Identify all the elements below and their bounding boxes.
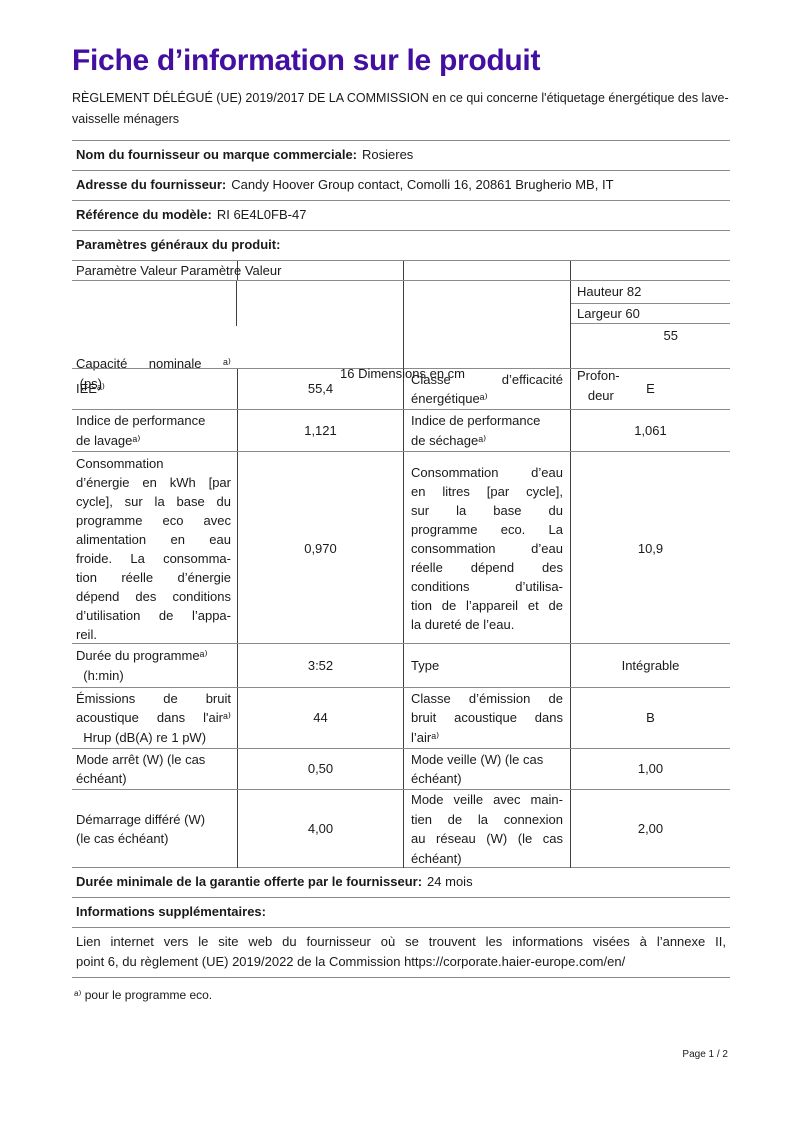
page-number: Page 1 / 2 [682,1049,728,1060]
dimension-height: Hauteur 82 [571,281,730,304]
param-label-cell: Consommation d’énergie en kWh [par cycle],… [76,456,231,642]
general-parameters-label: Paramètres généraux du produit: [76,237,281,252]
supplier-address-row: Adresse du fournisseur: Candy Hoover Grou… [72,170,730,200]
dimension-depth-value: 55 [663,328,678,343]
param-value-cell: B [570,688,730,748]
row-delayed-start: Démarrage différé (W) (le cas échéant) 4,… [72,789,730,868]
param-label-cell: Démarrage différé (W) (le cas échéant) [76,811,206,847]
warranty-value: 24 mois [427,874,473,889]
warranty-row: Durée minimale de la garantie offerte pa… [72,867,730,897]
dimensions-cell: Hauteur 82 Largeur 60 Profon- deur 55 [570,281,730,466]
row-programme-duration: Durée du programmeᵃ⁾ (h:min) 3:52 Type I… [72,643,730,687]
model-reference-row: Référence du modèle: RI 6E4L0FB-47 [72,200,730,230]
header-cell [570,261,730,280]
capacity-dimensions-row: Capacité nominale ᵃ⁾ (ps) 16 Dimensions … [72,280,730,466]
param-value-cell: 55,4 [237,369,403,409]
row-iee: IEEᵃ⁾ 55,4 Classe d’efficacité énergétiqu… [72,368,730,409]
param-value-cell: E [570,369,730,409]
param-label-cell: Mode arrêt (W) (le cas échéant) [76,751,206,787]
param-value-cell: 0,970 [237,452,403,644]
row-off-mode: Mode arrêt (W) (le cas échéant) 0,50 Mode… [72,748,730,789]
param-value-cell: 1,00 [570,749,730,789]
parameters-table: Paramètre Valeur Paramètre Valeur Capaci… [72,260,730,868]
table-header-row: Paramètre Valeur Paramètre Valeur [72,260,730,280]
additional-info-row: Informations supplémentaires: [72,897,730,927]
model-reference-label: Référence du modèle: [76,207,212,222]
row-noise-emissions: Émissions de bruit acoustique dans l'airᵃ… [72,687,730,748]
param-label-cell: Indice de performance de lavageᵃ⁾ [76,413,206,448]
param-value-cell: 4,00 [237,790,403,868]
param-value-cell: 2,00 [570,790,730,868]
param-value-cell: 0,50 [237,749,403,789]
supplier-name-value: Rosieres [362,147,414,162]
param-label-cell: IEEᵃ⁾ [76,381,105,397]
supplier-address-label: Adresse du fournisseur: [76,177,227,192]
dimension-width: Largeur 60 [571,304,730,324]
param-label-cell: Indice de performance de séchageᵃ⁾ [403,410,570,451]
additional-info-label: Informations supplémentaires: [76,904,266,919]
row-consumption: Consommation d’énergie en kWh [par cycle],… [72,451,730,644]
general-parameters-row: Paramètres généraux du produit: [72,230,730,260]
model-reference-value: RI 6E4L0FB-47 [216,207,307,222]
warranty-label: Durée minimale de la garantie offerte pa… [76,874,423,889]
param-value-cell: 44 [237,688,403,748]
partial-column-divider [236,281,237,326]
param-label-cell: Mode veille avec main-tien de la connexi… [403,790,570,868]
supplier-name-row: Nom du fournisseur ou marque commerciale… [72,140,730,170]
header-cell [403,261,570,280]
dimension-depth: Profon- deur 55 [571,324,730,466]
fiche-sheet: Nom du fournisseur ou marque commerciale… [72,140,730,978]
supplier-address-value: Candy Hoover Group contact, Comolli 16, … [231,177,614,192]
param-label-cell: Durée du programmeᵃ⁾ (h:min) [76,648,208,683]
param-label-capacity: Capacité nominale ᵃ⁾ (ps) [76,356,231,391]
param-value-cell: Intégrable [570,644,730,687]
param-label-cell: Classe d’efficacité énergétiqueᵃ⁾ [403,369,570,409]
param-value-cell: 1,061 [570,410,730,451]
param-value-cell: 10,9 [570,452,730,644]
page-title: Fiche d’information sur le produit [72,44,541,77]
param-label-cell: Mode veille (W) (le cas échéant) [403,749,570,789]
param-label-cell: Classe d’émission de bruit acoustique dan… [403,688,570,748]
row-performance-index: Indice de performance de lavageᵃ⁾ 1,121 I… [72,409,730,451]
dimensions-center-cell: 16 Dimensions en cm [237,281,570,466]
table-header-text: Paramètre Valeur Paramètre Valeur [76,263,282,278]
param-value-cell: 3:52 [237,644,403,687]
dimensions-center-text: 16 Dimensions en cm [340,365,465,381]
header-cell [237,261,403,280]
param-value-cell: 1,121 [237,410,403,451]
supplier-name-label: Nom du fournisseur ou marque commerciale… [76,147,358,162]
document-content: Fiche d’information sur le produit RÈGLE… [72,44,730,1002]
footnote: ᵃ⁾ pour le programme eco. [74,988,213,1002]
param-label-cell: Consommation d’eau en litres [par cycle],… [403,452,570,644]
regulation-subtitle: RÈGLEMENT DÉLÉGUÉ (UE) 2019/2017 DE LA C… [72,91,729,126]
param-label-cell: Type [403,644,570,687]
param-label-cell: Émissions de bruit acoustique dans l'airᵃ… [76,690,231,745]
dimension-depth-label: Profon- deur [577,368,620,403]
supplier-website-row: Lien internet vers le site web du fourni… [72,927,730,977]
